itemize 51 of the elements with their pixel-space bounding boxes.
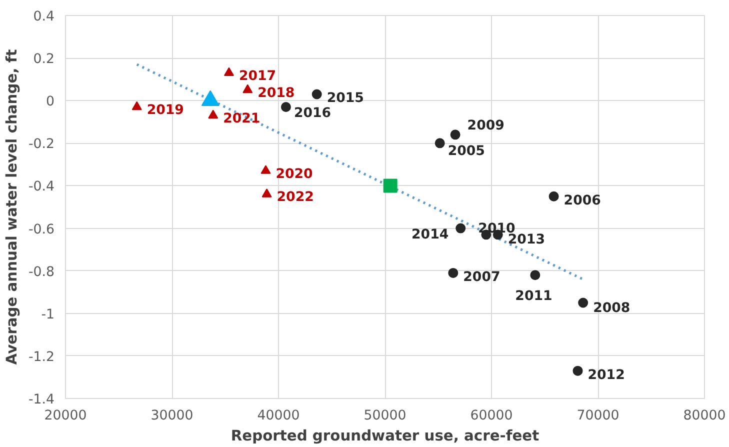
annotation: 2006	[564, 193, 601, 208]
y-axis-title: Average annual water level change, ft	[3, 49, 20, 365]
annotation: 2022	[276, 190, 314, 206]
annotation: 2008	[593, 300, 630, 316]
point	[208, 110, 218, 119]
x-axis-title: Reported groundwater use, acre-feet	[230, 428, 540, 444]
point	[383, 178, 398, 193]
y-tick-label: -0.4	[28, 180, 55, 195]
annotation: 2011	[515, 289, 552, 304]
point	[578, 298, 588, 308]
annotation: 2018	[258, 86, 295, 101]
point	[312, 89, 322, 100]
point	[280, 102, 291, 112]
x-tick-label: 60000	[470, 408, 513, 424]
y-tick-label: 0.4	[33, 10, 55, 24]
point	[450, 130, 460, 140]
point	[132, 101, 142, 110]
annotation: 2019	[146, 102, 184, 118]
point	[260, 165, 271, 174]
annotation: 2015	[326, 91, 364, 106]
x-tick-label: 40000	[257, 408, 300, 424]
annotation: 2020	[276, 166, 313, 182]
point	[434, 138, 445, 148]
annotation: 2014	[412, 227, 449, 242]
annotation: 2005	[448, 144, 485, 160]
y-tick-label: 0	[46, 94, 55, 110]
y-tick-label: -1	[41, 307, 55, 322]
annotation: 2009	[467, 118, 504, 134]
x-tick-label: 30000	[150, 408, 194, 424]
point	[262, 188, 272, 198]
y-tick-label: -1.2	[28, 350, 55, 365]
y-tick-label: -0.2	[28, 137, 55, 152]
point	[572, 366, 583, 376]
annotation: 2007	[463, 270, 500, 285]
y-tick-label: 0.2	[33, 52, 55, 68]
point	[456, 223, 466, 234]
y-tick-label: -0.6	[28, 222, 55, 238]
point	[242, 84, 253, 94]
x-tick-label: 70000	[576, 408, 620, 424]
point	[224, 67, 234, 76]
point	[448, 268, 458, 278]
x-tick-label: 80000	[683, 408, 726, 424]
x-tick-label: 20000	[44, 408, 87, 424]
point	[530, 270, 540, 280]
annotation: 2016	[294, 106, 332, 121]
x-tick-label: 50000	[364, 408, 406, 424]
annotation: 2017	[238, 68, 276, 84]
y-tick-label: -0.8	[28, 264, 55, 280]
annotation: 2012	[588, 368, 625, 383]
y-tick-label: -1.4	[28, 392, 55, 408]
point	[548, 191, 559, 202]
